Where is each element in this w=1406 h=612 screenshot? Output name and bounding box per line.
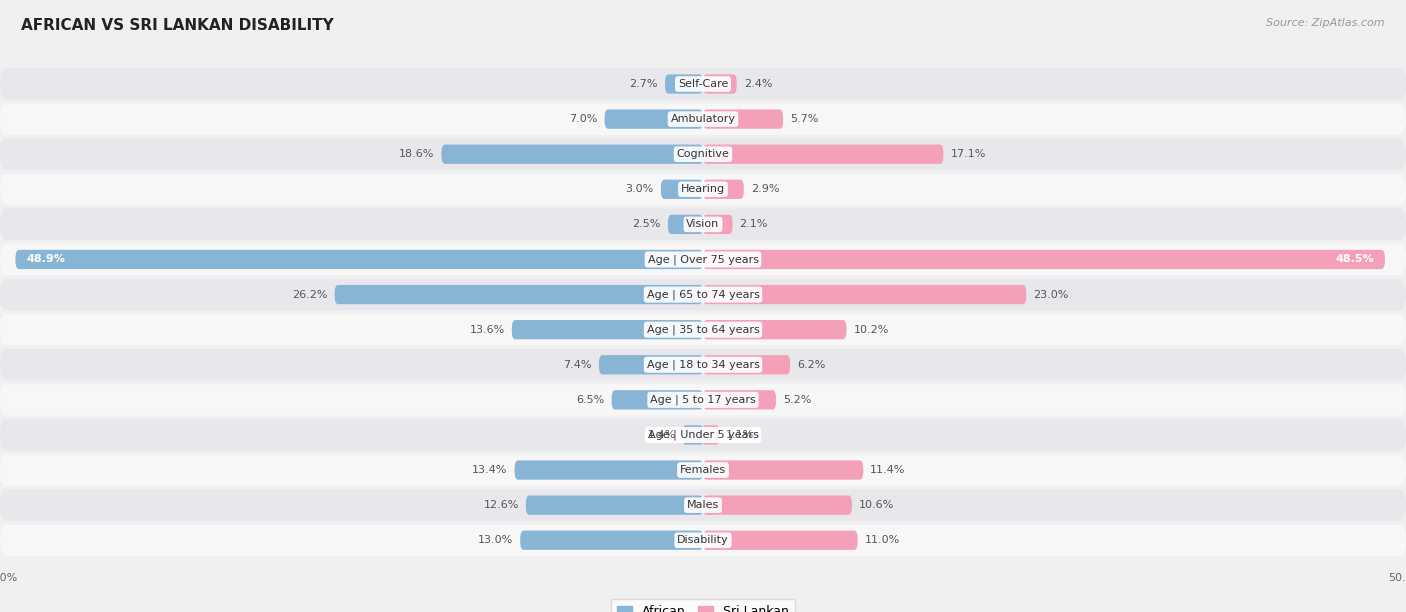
Text: 10.6%: 10.6% — [859, 500, 894, 510]
Text: 6.5%: 6.5% — [576, 395, 605, 405]
FancyBboxPatch shape — [15, 250, 703, 269]
Text: 2.1%: 2.1% — [740, 219, 768, 230]
Text: Age | 5 to 17 years: Age | 5 to 17 years — [650, 395, 756, 405]
FancyBboxPatch shape — [703, 215, 733, 234]
FancyBboxPatch shape — [512, 320, 703, 339]
FancyBboxPatch shape — [661, 180, 703, 199]
FancyBboxPatch shape — [703, 355, 790, 375]
Text: Age | Under 5 years: Age | Under 5 years — [648, 430, 758, 440]
FancyBboxPatch shape — [515, 460, 703, 480]
Text: 1.1%: 1.1% — [725, 430, 754, 440]
FancyBboxPatch shape — [703, 75, 737, 94]
FancyBboxPatch shape — [703, 250, 1385, 269]
FancyBboxPatch shape — [0, 173, 1406, 205]
Text: 2.7%: 2.7% — [630, 79, 658, 89]
FancyBboxPatch shape — [703, 110, 783, 129]
Text: 23.0%: 23.0% — [1033, 289, 1069, 299]
Text: 1.4%: 1.4% — [648, 430, 676, 440]
Text: 2.9%: 2.9% — [751, 184, 779, 194]
FancyBboxPatch shape — [703, 180, 744, 199]
Text: 26.2%: 26.2% — [292, 289, 328, 299]
Text: 18.6%: 18.6% — [399, 149, 434, 159]
FancyBboxPatch shape — [612, 390, 703, 409]
FancyBboxPatch shape — [703, 320, 846, 339]
Text: 2.4%: 2.4% — [744, 79, 772, 89]
Text: 6.2%: 6.2% — [797, 360, 825, 370]
FancyBboxPatch shape — [703, 285, 1026, 304]
FancyBboxPatch shape — [0, 349, 1406, 381]
Text: 17.1%: 17.1% — [950, 149, 986, 159]
FancyBboxPatch shape — [0, 103, 1406, 135]
FancyBboxPatch shape — [0, 454, 1406, 486]
Text: Females: Females — [681, 465, 725, 475]
Text: 13.0%: 13.0% — [478, 536, 513, 545]
FancyBboxPatch shape — [703, 531, 858, 550]
FancyBboxPatch shape — [0, 138, 1406, 170]
Text: 11.0%: 11.0% — [865, 536, 900, 545]
Text: 3.0%: 3.0% — [626, 184, 654, 194]
FancyBboxPatch shape — [335, 285, 703, 304]
Text: AFRICAN VS SRI LANKAN DISABILITY: AFRICAN VS SRI LANKAN DISABILITY — [21, 18, 333, 34]
Text: 11.4%: 11.4% — [870, 465, 905, 475]
FancyBboxPatch shape — [703, 425, 718, 444]
FancyBboxPatch shape — [599, 355, 703, 375]
FancyBboxPatch shape — [683, 425, 703, 444]
FancyBboxPatch shape — [0, 68, 1406, 100]
Text: 5.2%: 5.2% — [783, 395, 811, 405]
Text: 5.7%: 5.7% — [790, 114, 818, 124]
Text: Source: ZipAtlas.com: Source: ZipAtlas.com — [1267, 18, 1385, 28]
Text: Cognitive: Cognitive — [676, 149, 730, 159]
FancyBboxPatch shape — [526, 496, 703, 515]
Text: 13.4%: 13.4% — [472, 465, 508, 475]
FancyBboxPatch shape — [441, 144, 703, 164]
FancyBboxPatch shape — [668, 215, 703, 234]
Text: Hearing: Hearing — [681, 184, 725, 194]
FancyBboxPatch shape — [703, 144, 943, 164]
Text: 2.5%: 2.5% — [633, 219, 661, 230]
Text: Disability: Disability — [678, 536, 728, 545]
FancyBboxPatch shape — [703, 390, 776, 409]
Text: Age | 65 to 74 years: Age | 65 to 74 years — [647, 289, 759, 300]
FancyBboxPatch shape — [665, 75, 703, 94]
Text: 7.0%: 7.0% — [569, 114, 598, 124]
Text: Age | 35 to 64 years: Age | 35 to 64 years — [647, 324, 759, 335]
Text: Age | Over 75 years: Age | Over 75 years — [648, 254, 758, 265]
Text: Ambulatory: Ambulatory — [671, 114, 735, 124]
Text: Males: Males — [688, 500, 718, 510]
FancyBboxPatch shape — [605, 110, 703, 129]
FancyBboxPatch shape — [0, 209, 1406, 240]
FancyBboxPatch shape — [703, 460, 863, 480]
Text: Vision: Vision — [686, 219, 720, 230]
FancyBboxPatch shape — [0, 524, 1406, 556]
Text: 12.6%: 12.6% — [484, 500, 519, 510]
FancyBboxPatch shape — [0, 314, 1406, 345]
FancyBboxPatch shape — [520, 531, 703, 550]
Text: 10.2%: 10.2% — [853, 325, 889, 335]
Text: Age | 18 to 34 years: Age | 18 to 34 years — [647, 359, 759, 370]
Text: 7.4%: 7.4% — [564, 360, 592, 370]
Text: 13.6%: 13.6% — [470, 325, 505, 335]
FancyBboxPatch shape — [0, 279, 1406, 310]
Text: Self-Care: Self-Care — [678, 79, 728, 89]
Text: 48.9%: 48.9% — [27, 255, 66, 264]
Legend: African, Sri Lankan: African, Sri Lankan — [610, 599, 796, 612]
FancyBboxPatch shape — [0, 419, 1406, 451]
FancyBboxPatch shape — [703, 496, 852, 515]
FancyBboxPatch shape — [0, 490, 1406, 521]
FancyBboxPatch shape — [0, 244, 1406, 275]
FancyBboxPatch shape — [0, 384, 1406, 416]
Text: 48.5%: 48.5% — [1336, 255, 1374, 264]
